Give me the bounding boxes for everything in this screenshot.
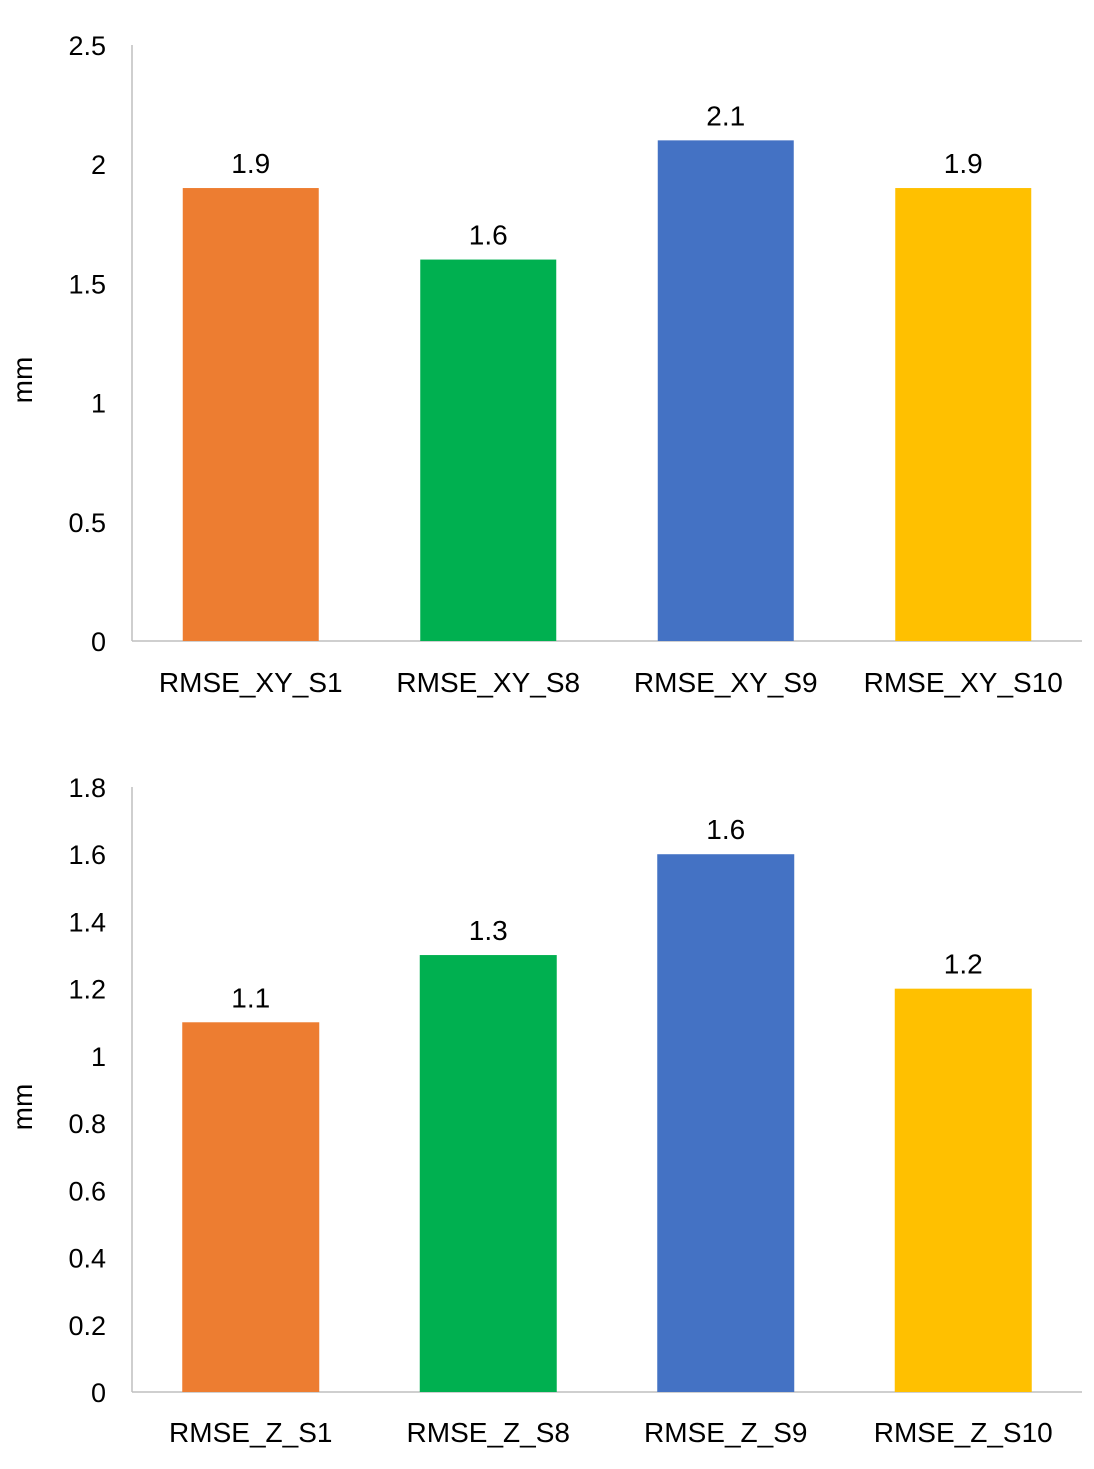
y-axis-label: mm [7,357,38,404]
data-label: 1.2 [944,949,983,980]
bar[interactable] [182,188,319,642]
bar[interactable] [182,1022,320,1392]
data-label: 1.6 [706,814,745,845]
chart-rmse-z: 0 0.2 0.4 0.6 0.8 1 1.2 1.4 1.6 1.8 mm 1.1 RMSE_Z_S1… [7,773,1082,1448]
y-tick-label: 2 [91,150,106,180]
x-category-label: RMSE_XY_S1 [159,667,343,698]
y-axis-label: mm [7,1084,38,1131]
data-label: 1.3 [469,915,508,946]
y-tick-label: 2.5 [68,31,106,61]
data-label: 1.6 [469,220,508,251]
y-tick-label: 0.5 [68,508,106,538]
y-tick-label: 0 [91,1378,106,1408]
y-tick-label: 0 [91,627,106,657]
y-tick-label: 0.8 [68,1109,106,1139]
data-label: 1.1 [231,982,270,1013]
x-category-label: RMSE_Z_S8 [407,1417,570,1448]
x-category-label: RMSE_XY_S10 [864,667,1063,698]
y-tick-label: 1 [91,389,106,419]
x-category-label: RMSE_Z_S9 [644,1417,807,1448]
data-label: 2.1 [706,100,745,131]
y-tick-label: 1 [91,1042,106,1072]
y-tick-label: 0.4 [68,1244,106,1274]
y-tick-label: 1.8 [68,773,106,803]
bar[interactable] [657,140,794,642]
y-tick-label: 1.2 [68,975,106,1005]
x-category-label: RMSE_Z_S1 [169,1417,332,1448]
bar[interactable] [895,188,1032,642]
x-category-label: RMSE_XY_S8 [396,667,580,698]
bar[interactable] [420,259,557,641]
bar[interactable] [419,955,557,1392]
y-tick-label: 1.5 [68,269,106,299]
data-label: 1.9 [231,148,270,179]
y-tick-label: 1.6 [68,840,106,870]
bar[interactable] [894,988,1032,1392]
bar[interactable] [657,854,795,1392]
x-category-label: RMSE_XY_S9 [634,667,818,698]
x-category-label: RMSE_Z_S10 [874,1417,1053,1448]
data-label: 1.9 [944,148,983,179]
y-tick-label: 0.6 [68,1176,106,1206]
y-tick-label: 1.4 [68,907,106,937]
y-tick-label: 0.2 [68,1311,106,1341]
chart-rmse-xy: 0 0.5 1 1.5 2 2.5 mm 1.9 RMSE_XY_S1 1.6 RMSE_XY_S8… [7,31,1082,698]
